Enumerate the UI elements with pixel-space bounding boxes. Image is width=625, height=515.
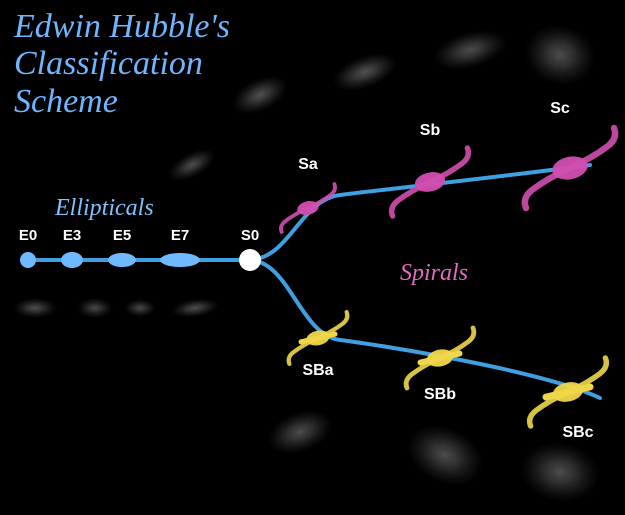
label-SBb: SBb — [424, 386, 456, 404]
label-E5: E5 — [113, 227, 131, 244]
label-SBc: SBc — [562, 424, 593, 442]
label-Sb: Sb — [420, 122, 440, 140]
label-E0: E0 — [19, 227, 37, 244]
elliptical-nodes — [20, 249, 261, 271]
label-S0: S0 — [241, 227, 259, 244]
label-SBa: SBa — [302, 362, 333, 380]
label-Sc: Sc — [550, 100, 570, 118]
spiral-upper-nodes — [281, 128, 615, 232]
label-E7: E7 — [171, 227, 189, 244]
label-E3: E3 — [63, 227, 81, 244]
diagram-canvas: Edwin Hubble'sClassificationScheme Ellip… — [0, 0, 625, 515]
spiral-lower-nodes — [289, 312, 607, 426]
label-Sa: Sa — [298, 156, 318, 174]
spirals-label: Spirals — [400, 260, 468, 287]
title: Edwin Hubble'sClassificationScheme — [14, 8, 230, 120]
ellipticals-label: Ellipticals — [55, 195, 154, 222]
